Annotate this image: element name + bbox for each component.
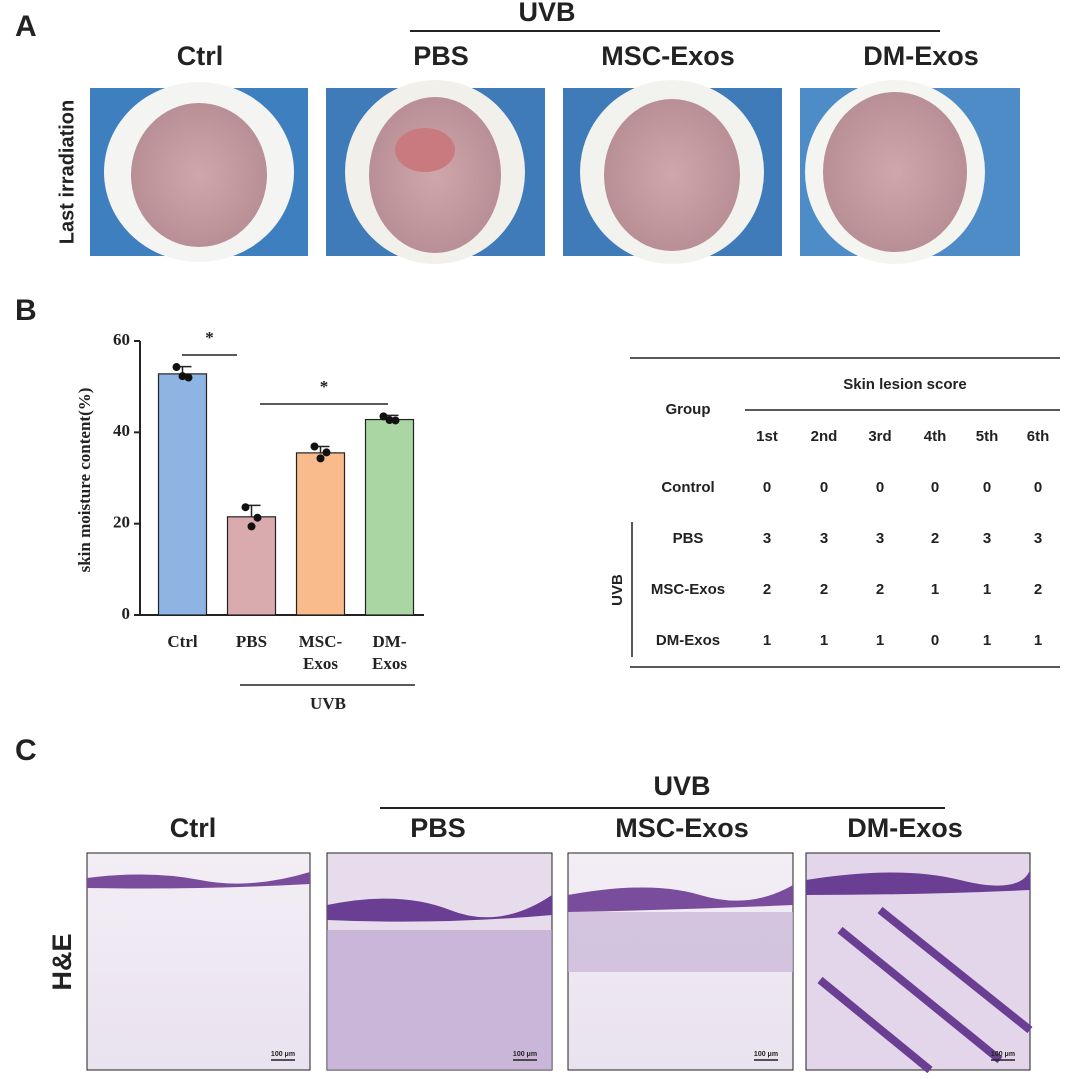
y-tick-label: 20 xyxy=(113,513,130,532)
x-tick-label: Ctrl xyxy=(167,632,197,651)
side-label: UVB xyxy=(609,574,626,606)
row-header: Control xyxy=(661,479,714,496)
row-header: DM-Exos xyxy=(656,632,720,649)
x-tick-label: DM-Exos xyxy=(372,632,407,673)
data-point xyxy=(310,442,319,451)
data-point xyxy=(391,416,400,425)
column-header: 6th xyxy=(1027,428,1050,445)
table-cell: 0 xyxy=(820,479,828,496)
table-cell: 1 xyxy=(876,632,884,649)
table-cell: 0 xyxy=(931,632,939,649)
data-point xyxy=(247,522,256,531)
table-cell: 0 xyxy=(876,479,884,496)
data-point xyxy=(379,412,388,421)
group-label: UVB xyxy=(518,0,575,27)
scale-bar-label: 100 μm xyxy=(991,1051,1015,1058)
photo xyxy=(326,80,545,264)
table-cell: 1 xyxy=(1034,632,1042,649)
table-cell: 3 xyxy=(983,530,991,547)
bar xyxy=(226,516,277,616)
table-cell: 3 xyxy=(763,530,771,547)
data-point xyxy=(172,363,181,372)
table-cell: 0 xyxy=(931,479,939,496)
table-cell: 0 xyxy=(983,479,991,496)
column-header: 5th xyxy=(976,428,999,445)
panel-label: C xyxy=(15,734,37,767)
row-label: H&E xyxy=(47,933,77,990)
table-cell: 1 xyxy=(763,632,771,649)
data-point xyxy=(316,454,325,463)
bar xyxy=(364,418,415,616)
table-cell: 3 xyxy=(820,530,828,547)
table-cell: 1 xyxy=(983,632,991,649)
column-header: 2nd xyxy=(811,428,838,445)
x-group-label: UVB xyxy=(310,694,346,713)
data-point xyxy=(322,448,331,457)
bar xyxy=(295,452,346,616)
significance: * xyxy=(320,377,329,396)
table-cell: 3 xyxy=(876,530,884,547)
photo xyxy=(800,80,1020,264)
table-cell: 1 xyxy=(983,581,991,598)
column-header: 1st xyxy=(756,428,778,445)
table-cell: 2 xyxy=(1034,581,1042,598)
section xyxy=(86,852,311,1071)
table-header: Group xyxy=(666,401,711,418)
photo xyxy=(563,80,782,264)
column-label: PBS xyxy=(410,813,466,843)
column-header: 4th xyxy=(924,428,947,445)
scale-bar-label: 100 μm xyxy=(513,1051,537,1058)
scale-bar-label: 100 μm xyxy=(271,1051,295,1058)
y-tick-label: 0 xyxy=(122,604,131,623)
table-cell: 1 xyxy=(820,632,828,649)
row-label: Last irradiation xyxy=(56,100,78,244)
data-point xyxy=(241,503,250,512)
photos xyxy=(90,80,1020,264)
data-point xyxy=(178,372,187,381)
group-label: UVB xyxy=(653,771,710,801)
column-label: DM-Exos xyxy=(847,813,963,843)
column-header: 3rd xyxy=(868,428,891,445)
column-label: PBS xyxy=(413,41,469,71)
scale-bar-label: 100 μm xyxy=(754,1051,778,1058)
section xyxy=(326,852,553,1071)
data-point xyxy=(253,513,262,522)
column-label: Ctrl xyxy=(170,813,217,843)
x-tick-label: MSC-Exos xyxy=(299,632,343,673)
table-cell: 1 xyxy=(931,581,939,598)
histology xyxy=(86,852,1033,1074)
significance: * xyxy=(205,328,214,347)
section xyxy=(805,852,1033,1074)
column-label: DM-Exos xyxy=(863,41,979,71)
table-cell: 2 xyxy=(931,530,939,547)
table-header: Skin lesion score xyxy=(843,376,966,393)
panel-label: A xyxy=(15,10,37,43)
photo xyxy=(90,82,308,262)
row-header: MSC-Exos xyxy=(651,581,725,598)
panel-label: B xyxy=(15,294,37,327)
column-label: MSC-Exos xyxy=(615,813,749,843)
x-tick-label: PBS xyxy=(236,632,267,651)
table-cell: 3 xyxy=(1034,530,1042,547)
table-cell: 0 xyxy=(763,479,771,496)
table-cell: 2 xyxy=(763,581,771,598)
y-axis-label: skin moisture content(%) xyxy=(75,388,94,573)
bar xyxy=(157,373,208,616)
section xyxy=(567,852,794,1071)
row-header: PBS xyxy=(673,530,704,547)
table-cell: 2 xyxy=(820,581,828,598)
data-point xyxy=(184,373,193,382)
y-tick-label: 60 xyxy=(113,330,130,349)
y-tick-label: 40 xyxy=(113,421,130,440)
table-cell: 2 xyxy=(876,581,884,598)
data-point xyxy=(385,416,394,425)
column-label: MSC-Exos xyxy=(601,41,735,71)
column-label: Ctrl xyxy=(177,41,224,71)
table-cell: 0 xyxy=(1034,479,1042,496)
